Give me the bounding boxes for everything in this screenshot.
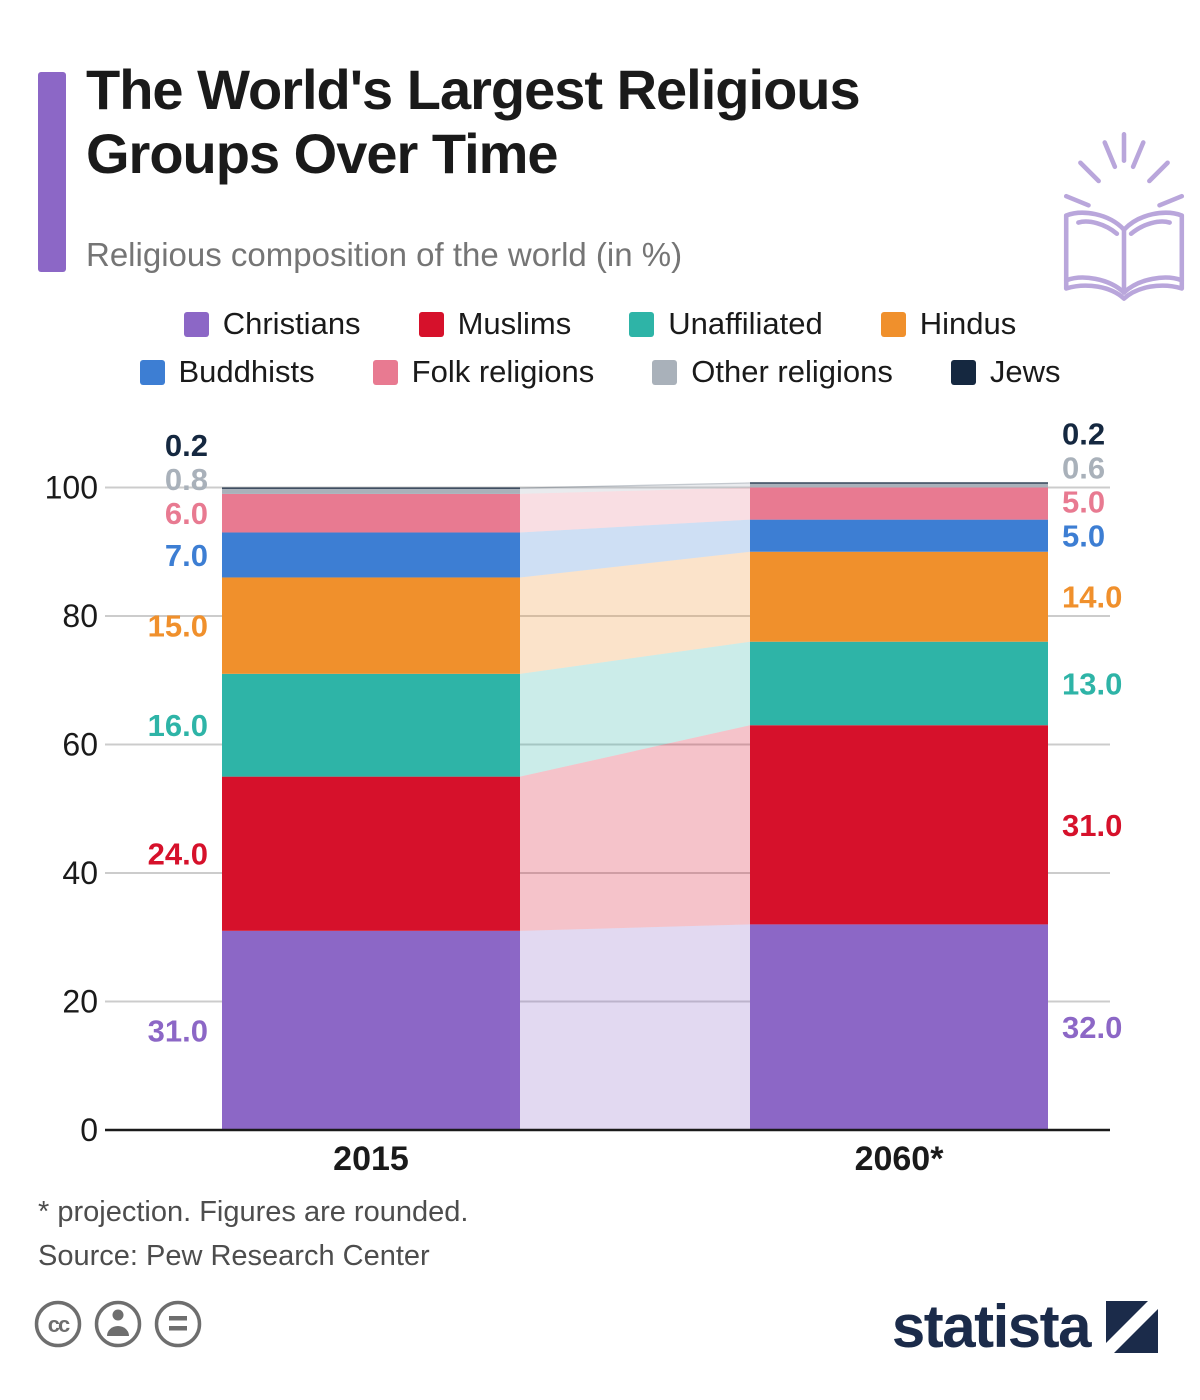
value-label-2015-jews: 0.2 — [165, 428, 208, 463]
bar-segment-2015-other-religions — [222, 488, 520, 494]
bar-segment-2015-jews — [222, 487, 520, 489]
legend-label: Other religions — [691, 354, 893, 389]
legend-swatch-buddhists — [139, 359, 165, 385]
value-label-2015-christians: 31.0 — [148, 1013, 208, 1048]
bar-segment-2060--folk-religions — [750, 487, 1048, 520]
legend-item-hindus: Hindus — [880, 306, 1017, 342]
flow-buddhists — [520, 519, 750, 578]
flow-folk-religions — [520, 487, 750, 533]
bar-segment-2060--jews — [750, 482, 1048, 484]
legend-label: Hindus — [919, 306, 1017, 341]
legend-item-unaffiliated: Unaffiliated — [629, 306, 823, 342]
title-accent-bar — [38, 72, 66, 272]
value-label-2015-other-religions: 0.8 — [165, 462, 208, 497]
legend-swatch-jews — [950, 359, 976, 385]
legend-swatch-other-religions — [652, 359, 678, 385]
bar-segment-2060--other-religions — [750, 483, 1048, 488]
value-label-2015-muslims: 24.0 — [148, 837, 208, 872]
bar-segment-2060--christians — [750, 924, 1048, 1130]
title-line-1: The World's Largest Religious — [86, 58, 861, 121]
legend-swatch-christians — [183, 311, 209, 337]
bar-segment-2015-folk-religions — [222, 493, 520, 533]
bar-segment-2060--buddhists — [750, 519, 1048, 552]
value-label-2060--christians: 32.0 — [1062, 1010, 1122, 1045]
statista-logo-mark — [1106, 1300, 1158, 1353]
legend-label: Muslims — [457, 306, 572, 341]
attribution-icon[interactable] — [94, 1300, 142, 1348]
flow-jews — [520, 482, 750, 489]
title-line-2: Groups Over Time — [86, 122, 559, 186]
legend-swatch-folk-religions — [372, 359, 398, 385]
category-label-2060-: 2060* — [855, 1140, 945, 1178]
legend-swatch-hindus — [880, 311, 906, 337]
projection-note: * projection. Figures are rounded. — [38, 1196, 469, 1228]
y-tick-label-0: 0 — [80, 1112, 98, 1148]
bar-segment-2060--hindus — [750, 551, 1048, 642]
statista-logo[interactable]: statista — [892, 1292, 1158, 1361]
legend-item-muslims: Muslims — [418, 306, 572, 342]
y-tick-label-60: 60 — [62, 727, 98, 763]
legend-label: Folk religions — [411, 354, 595, 389]
page-title: The World's Largest Religious Groups Ove… — [86, 58, 1076, 187]
equals-icon[interactable] — [154, 1300, 202, 1348]
chart-legend: Christians Muslims Unaffiliated Hindus Buddh… — [0, 306, 1200, 390]
legend-swatch-unaffiliated — [629, 311, 655, 337]
bar-segment-2015-hindus — [222, 577, 520, 674]
page-subtitle: Religious composition of the world (in %… — [86, 236, 683, 273]
legend-item-buddhists: Buddhists — [139, 354, 315, 390]
bar-segment-2060--unaffiliated — [750, 641, 1048, 726]
value-label-2015-buddhists: 7.0 — [165, 538, 208, 573]
source-line: Source: Pew Research Center — [38, 1240, 430, 1272]
legend-swatch-muslims — [418, 311, 444, 337]
flow-unaffiliated — [520, 641, 750, 777]
value-label-2015-folk-religions: 6.0 — [165, 496, 208, 531]
value-label-2060--jews: 0.2 — [1062, 417, 1105, 452]
value-label-2015-hindus: 15.0 — [148, 609, 208, 644]
flow-christians — [520, 924, 750, 1130]
legend-item-other-religions: Other religions — [652, 354, 893, 390]
creative-commons-icons[interactable]: cc — [34, 1298, 206, 1350]
flow-muslims — [520, 725, 750, 931]
flow-hindus — [520, 551, 750, 674]
legend-item-christians: Christians — [183, 306, 361, 342]
legend-label: Buddhists — [178, 354, 315, 389]
legend-label: Jews — [989, 354, 1061, 389]
cc-icon[interactable]: cc — [34, 1300, 82, 1348]
value-label-2060--other-religions: 0.6 — [1062, 451, 1105, 486]
bar-segment-2015-muslims — [222, 776, 520, 931]
value-label-2060--folk-religions: 5.0 — [1062, 485, 1105, 520]
legend-label: Christians — [222, 306, 361, 341]
legend-label: Unaffiliated — [668, 306, 823, 341]
legend-item-folk-religions: Folk religions — [372, 354, 595, 390]
value-label-2060--unaffiliated: 13.0 — [1062, 666, 1122, 701]
bar-segment-2015-unaffiliated — [222, 673, 520, 777]
y-tick-label-80: 80 — [62, 598, 98, 634]
value-label-2060--hindus: 14.0 — [1062, 580, 1122, 615]
value-label-2060--muslims: 31.0 — [1062, 808, 1122, 843]
legend-row-1: Christians Muslims Unaffiliated Hindus — [0, 306, 1200, 342]
y-tick-label-40: 40 — [62, 855, 98, 891]
bar-segment-2015-buddhists — [222, 532, 520, 578]
flow-other-religions — [520, 483, 750, 494]
open-book-icon — [1063, 132, 1185, 301]
statista-wordmark: statista — [891, 1293, 1092, 1360]
y-tick-label-100: 100 — [45, 470, 98, 506]
value-label-2015-unaffiliated: 16.0 — [148, 708, 208, 743]
y-tick-label-20: 20 — [62, 984, 98, 1020]
legend-row-2: Buddhists Folk religions Other religions Je… — [0, 354, 1200, 390]
category-label-2015: 2015 — [333, 1140, 409, 1178]
bar-segment-2015-christians — [222, 930, 520, 1130]
stacked-bar-chart: 02040608010031.024.016.015.07.06.00.80.2… — [45, 417, 1123, 1178]
bar-segment-2060--muslims — [750, 725, 1048, 925]
value-label-2060--buddhists: 5.0 — [1062, 519, 1105, 554]
svg-text:cc: cc — [48, 1312, 70, 1337]
legend-item-jews: Jews — [950, 354, 1061, 390]
